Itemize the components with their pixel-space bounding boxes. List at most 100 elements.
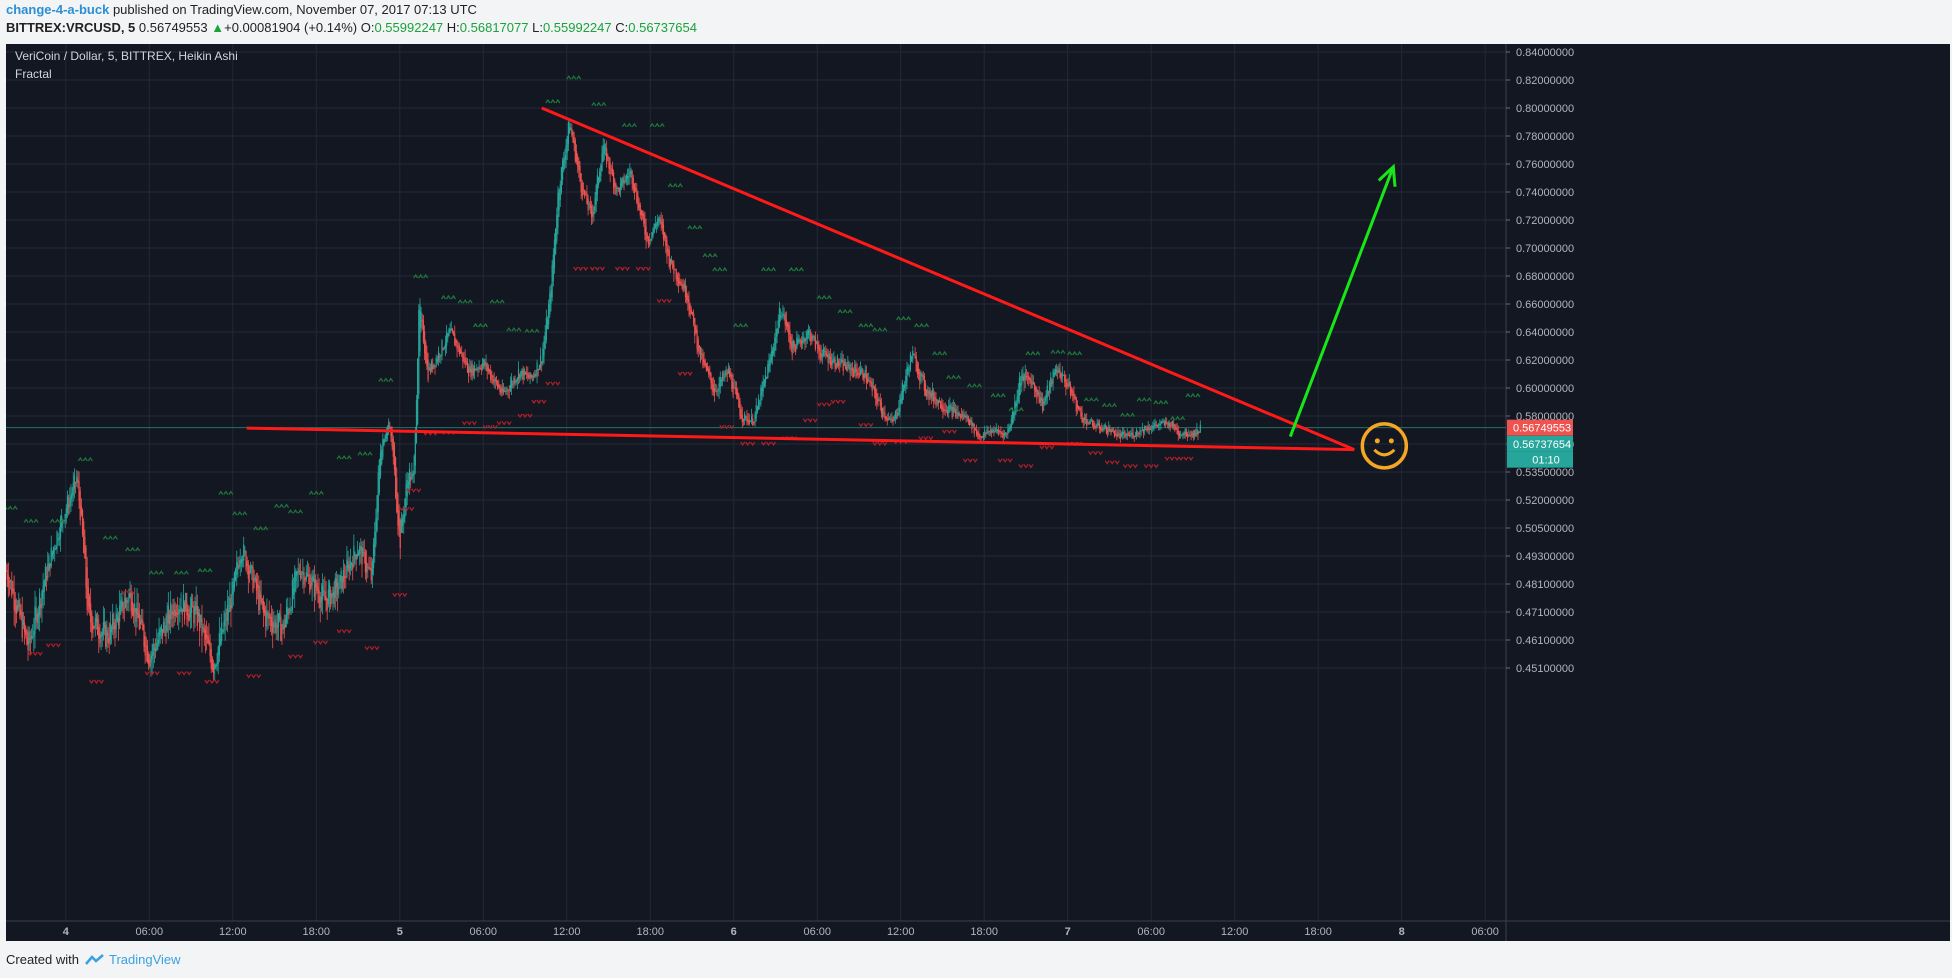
candle-down	[1115, 428, 1117, 437]
fractal-up-marker	[1190, 392, 1196, 398]
candle-down	[1006, 432, 1008, 439]
candle-up	[407, 472, 409, 493]
price-axis[interactable]	[1506, 44, 1950, 941]
candle-up	[808, 326, 811, 341]
candle-down	[188, 605, 190, 622]
candle-down	[1175, 423, 1177, 430]
candle-down	[943, 403, 945, 415]
y-tick-label: 0.62000000	[1516, 355, 1574, 367]
candle-down	[977, 430, 979, 440]
candle-up	[134, 587, 136, 627]
candle-up	[630, 167, 632, 178]
fractal-down-marker	[527, 413, 533, 419]
candle-up	[1007, 424, 1009, 439]
candle-up	[234, 567, 237, 582]
fractal-up-marker	[158, 570, 164, 575]
candle-up	[984, 425, 986, 440]
fractal-down-marker	[802, 418, 808, 423]
fractal-down-marker	[1183, 456, 1189, 462]
fractal-up-marker	[450, 294, 456, 300]
candle-up	[523, 367, 525, 381]
candle-down	[1156, 424, 1159, 428]
fractal-down-marker	[882, 441, 888, 447]
candle-down	[192, 593, 194, 608]
candle-down	[1190, 430, 1192, 441]
candle-down	[609, 157, 611, 183]
candle-down	[980, 435, 982, 441]
candle-down	[472, 364, 474, 379]
candle-up	[57, 532, 59, 546]
fractal-up-marker	[440, 294, 446, 300]
candle-down	[87, 578, 89, 614]
candle-down	[131, 591, 133, 617]
fractal-down-marker	[771, 441, 777, 447]
fractal-up-marker	[677, 182, 683, 188]
fractal-down-marker	[877, 441, 883, 447]
fractal-up-marker	[821, 294, 827, 300]
candle-down	[987, 426, 989, 435]
candle-up	[1120, 431, 1123, 438]
fractal-up-marker	[1180, 415, 1186, 421]
candle-up	[1046, 379, 1048, 405]
candle-down	[139, 615, 142, 630]
candle-up	[340, 567, 342, 594]
fractal-up-marker	[274, 503, 280, 508]
fractal-down-marker	[1104, 460, 1110, 465]
candle-down	[207, 626, 209, 644]
candle-down	[1029, 377, 1031, 384]
fractal-up-marker	[1077, 350, 1083, 356]
fractal-up-marker	[761, 266, 767, 272]
candle-down	[429, 363, 431, 375]
candle-up	[287, 597, 289, 625]
fractal-down-marker	[640, 266, 646, 272]
candle-down	[177, 596, 179, 626]
candle-up	[776, 328, 778, 344]
open-label: O:	[360, 20, 375, 35]
fractal-up-marker	[877, 327, 883, 332]
candle-up	[1054, 365, 1056, 376]
candle-up	[566, 135, 568, 161]
candle-up	[510, 373, 513, 396]
price-chart[interactable]: 0.84000000 0.82000000 0.80000000 0.78000000…	[6, 44, 1950, 941]
fractal-up-marker	[1153, 399, 1159, 405]
candle-up	[517, 361, 520, 385]
close-price-tag-bg	[1507, 435, 1573, 452]
candle-up	[619, 177, 622, 198]
fractal-down-marker	[1127, 464, 1133, 469]
candle-up	[166, 602, 168, 633]
x-tick-label: 12:00	[1221, 926, 1249, 938]
fractal-up-marker	[297, 509, 303, 514]
candle-down	[81, 508, 84, 538]
fractal-up-marker	[318, 490, 324, 495]
fractal-up-marker	[895, 315, 901, 321]
fractal-up-marker	[1072, 350, 1078, 356]
fractal-up-marker	[1185, 392, 1191, 398]
fractal-down-marker	[214, 679, 220, 685]
fractal-down-marker	[466, 421, 472, 426]
candle-down	[325, 580, 327, 612]
fractal-up-marker	[571, 75, 577, 80]
fractal-up-marker	[12, 505, 18, 510]
fractal-down-marker	[835, 399, 841, 405]
candle-down	[288, 607, 290, 620]
fractal-up-marker	[77, 456, 83, 462]
time-axis[interactable]	[6, 921, 1950, 941]
candle-up	[1123, 427, 1125, 440]
fractal-up-marker	[284, 503, 290, 508]
candle-up	[1068, 374, 1070, 388]
author-link[interactable]: change-4-a-buck	[6, 2, 110, 17]
fractal-down-marker	[1023, 464, 1029, 469]
fractal-up-marker	[1088, 397, 1094, 402]
tradingview-link[interactable]: TradingView	[85, 952, 181, 967]
candle-up	[375, 508, 377, 548]
fractal-down-marker	[471, 421, 477, 426]
candle-down	[439, 353, 441, 363]
candle-down	[786, 321, 789, 333]
candle-up	[1117, 426, 1119, 438]
candle-up	[112, 603, 114, 636]
candle-down	[891, 412, 893, 424]
fractal-up-marker	[457, 299, 463, 304]
candle-down	[309, 566, 311, 595]
chart-area[interactable]: 0.84000000 0.82000000 0.80000000 0.78000000…	[6, 44, 1950, 941]
fractal-up-marker	[722, 266, 728, 272]
